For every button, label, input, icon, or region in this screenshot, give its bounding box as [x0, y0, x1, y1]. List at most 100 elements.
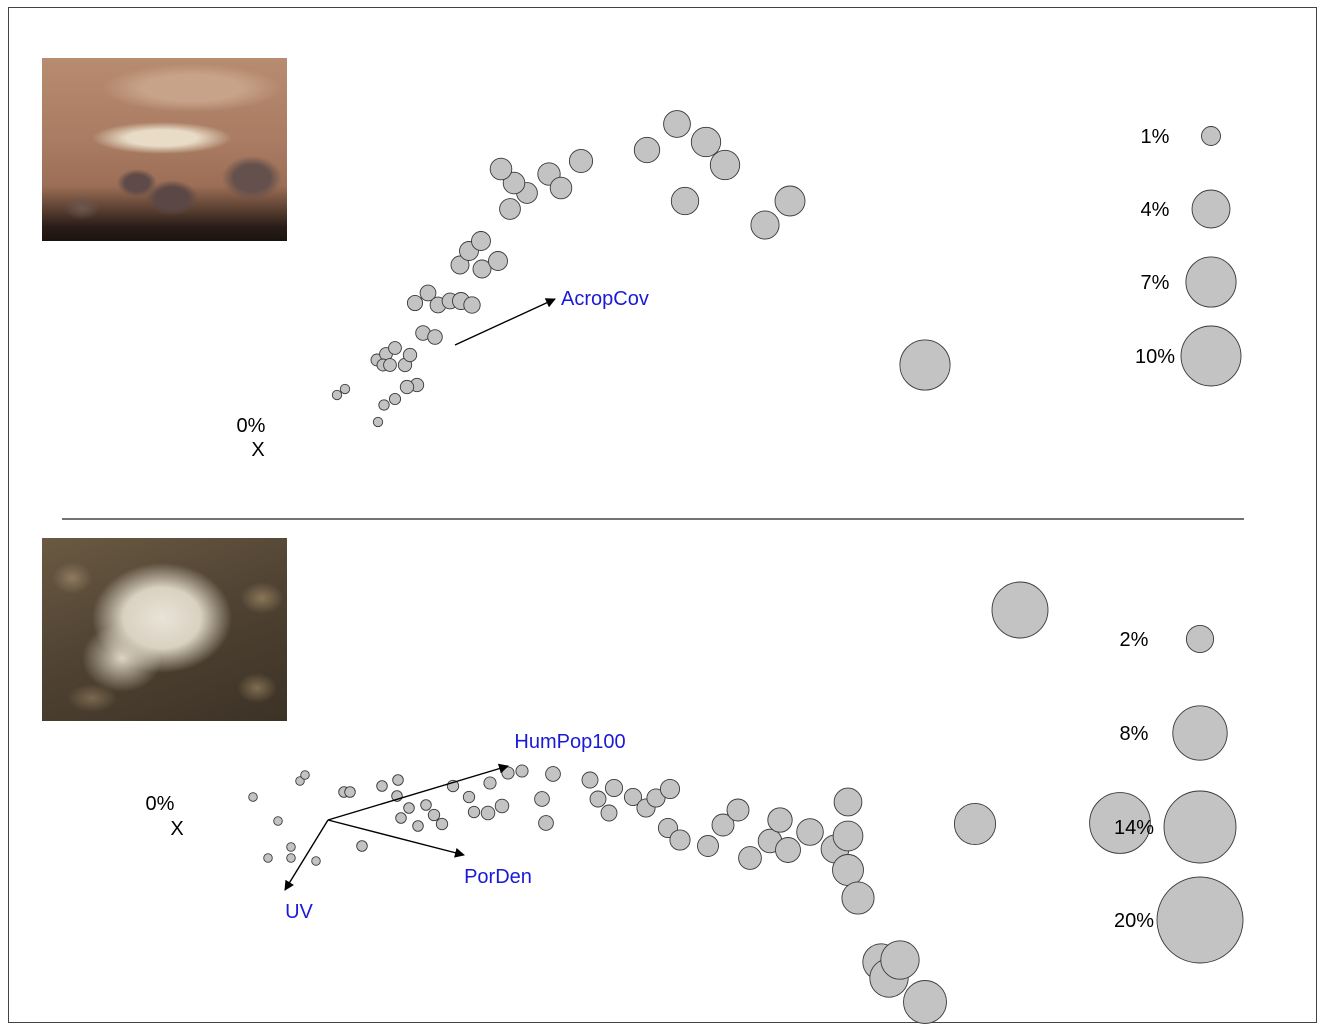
bubble-point [515, 764, 529, 778]
acropora-table-coral-photo [42, 58, 287, 241]
bubble-point [286, 842, 296, 852]
bubble-point [344, 786, 356, 798]
legend-bubble [1185, 624, 1215, 654]
bottom-origin-label: 0% [146, 793, 175, 815]
bubble-point [832, 820, 864, 852]
legend-bubble [1185, 256, 1237, 308]
vector-label-uv: UV [285, 901, 313, 923]
bubble-point [402, 347, 418, 363]
legend-bubble [1191, 189, 1231, 229]
bubble-point [841, 881, 875, 915]
legend-bubble [1163, 790, 1237, 864]
bubble-point [488, 251, 508, 271]
bottom-panel: HumPop100 PorDen UV 0% X 2% 8% 14% 20% [146, 581, 1244, 1024]
bottom-vector-group: HumPop100 PorDen UV [284, 731, 626, 923]
bottom-size-legend: 2% 8% 14% 20% [1114, 624, 1244, 964]
vector-label-porden: PorDen [464, 866, 532, 888]
bubble-point [774, 185, 806, 217]
bubble-point [775, 837, 801, 863]
bubble-point [399, 379, 415, 395]
bubble-point [483, 776, 497, 790]
bubble-point [796, 818, 824, 846]
figure-frame [8, 7, 1317, 1023]
legend-label: 10% [1135, 346, 1175, 368]
vector-label-humpop100: HumPop100 [514, 731, 625, 753]
bubble-point [311, 856, 321, 866]
legend-label: 1% [1141, 126, 1170, 148]
bubble-point [420, 799, 432, 811]
bubble-point [633, 136, 661, 164]
bubble-point [286, 853, 296, 863]
bubble-point [709, 149, 741, 181]
bubble-point [545, 766, 561, 782]
bubble-point [494, 798, 510, 814]
bubble-point [300, 770, 310, 780]
bubble-point [953, 802, 997, 846]
bubble-point [711, 813, 735, 837]
bubble-point [395, 812, 407, 824]
bubble-point [406, 294, 424, 312]
bubble-point [376, 780, 388, 792]
bubble-point [903, 980, 947, 1024]
bubble-point [339, 383, 351, 395]
top-origin-label: 0% [237, 415, 266, 437]
bubble-point [697, 835, 719, 857]
legend-label: 20% [1114, 910, 1154, 932]
bubble-point [273, 816, 283, 826]
bubble-point [538, 815, 554, 831]
bubble-point [480, 805, 496, 821]
bubble-point [600, 804, 618, 822]
bubble-point [750, 210, 780, 240]
bubble-point [738, 846, 762, 870]
bubble-point [568, 148, 594, 174]
bubble-point [646, 788, 666, 808]
bubble-point [331, 389, 343, 401]
legend-bubble [1201, 126, 1221, 146]
legend-label: 2% [1120, 629, 1149, 651]
vector-arrow-porden [327, 819, 465, 858]
legend-bubble [1180, 325, 1242, 387]
bubble-point [462, 790, 476, 804]
vector-arrow-uv [284, 819, 329, 891]
bubble-point [388, 392, 402, 406]
bubble-point [471, 231, 491, 251]
bubble-point [435, 817, 449, 831]
bubble-point [356, 840, 368, 852]
bubble-point [463, 296, 481, 314]
bubble-point [263, 853, 273, 863]
bubble-point [767, 807, 793, 833]
bubble-point [589, 790, 607, 808]
bubble-point [248, 792, 258, 802]
bubble-point [502, 171, 526, 195]
legend-bubble [1172, 705, 1228, 761]
bubble-point [427, 808, 441, 822]
bleached-porites-coral-photo [42, 538, 287, 721]
bubble-point [427, 329, 443, 345]
bubble-point [403, 802, 415, 814]
legend-bubble [1156, 876, 1244, 964]
top-size-legend: 1% 4% 7% 10% [1135, 126, 1242, 387]
bubble-point [499, 198, 521, 220]
bubble-point [450, 255, 470, 275]
bubble-point [378, 399, 390, 411]
bubble-point [832, 854, 864, 886]
bubble-point [690, 126, 722, 158]
bubble-point [670, 186, 700, 216]
bubble-point [392, 774, 404, 786]
bubble-point [467, 805, 481, 819]
bubble-point [669, 829, 691, 851]
bubble-point [534, 791, 550, 807]
bubble-point [899, 339, 951, 391]
legend-label: 14% [1114, 817, 1154, 839]
bubble-point [383, 358, 397, 372]
bubble-point [726, 798, 750, 822]
bubble-point [663, 110, 691, 138]
top-origin-marker: X [251, 439, 264, 461]
bubble-point [659, 778, 681, 800]
vector-label-acropcov: AcropCov [561, 288, 649, 310]
bubble-point [604, 778, 624, 798]
bubble-point [833, 787, 863, 817]
bubble-point [295, 776, 305, 786]
bottom-origin-marker: X [170, 818, 183, 840]
